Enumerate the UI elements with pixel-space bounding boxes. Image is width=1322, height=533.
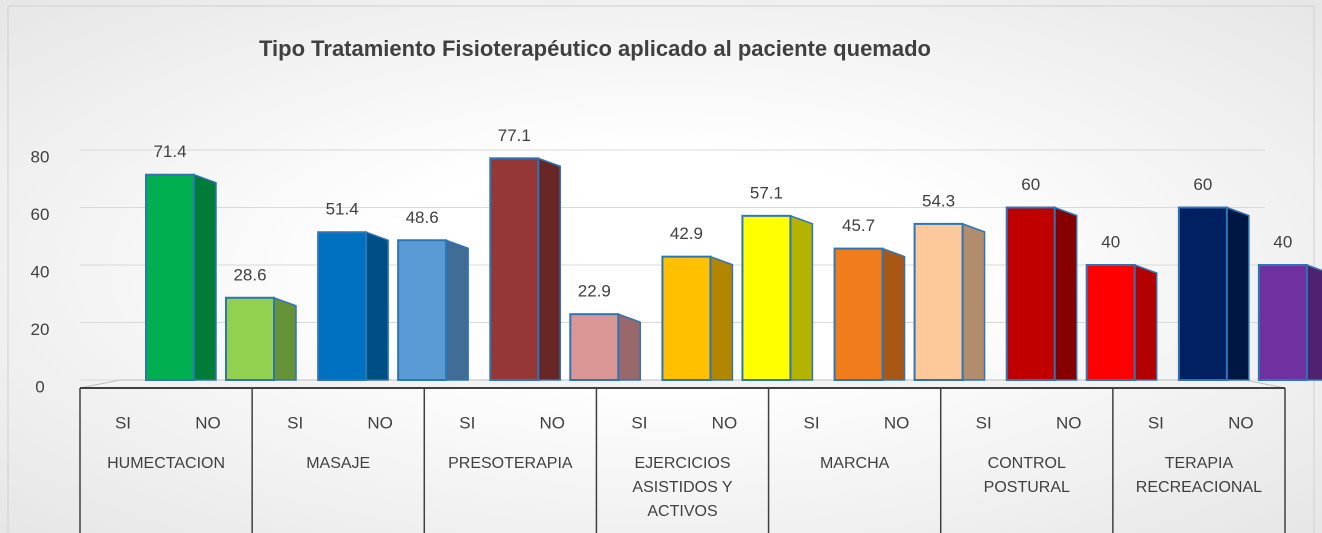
bar (741, 214, 792, 381)
value-label: 60 (1021, 175, 1040, 194)
x-tick-label: SI (631, 413, 647, 432)
x-tick-label: SI (804, 413, 820, 432)
y-tick-label: 80 (31, 147, 50, 166)
bar-side (1133, 263, 1158, 381)
bar-side (881, 247, 906, 381)
bar (1005, 206, 1056, 381)
bar-side (193, 173, 217, 381)
value-label: 54.3 (922, 191, 955, 210)
bar (225, 296, 275, 381)
bar-side (365, 231, 389, 381)
y-tick-label: 0 (35, 377, 44, 396)
group-label: MASAJE (306, 455, 371, 472)
group-label: HUMECTACION (107, 455, 226, 472)
bar-side (961, 222, 986, 381)
group-label: MARCHA (819, 455, 890, 472)
x-tick-label: NO (1056, 413, 1082, 432)
x-tick-label: SI (287, 413, 303, 432)
bar-side (537, 157, 562, 381)
x-tick-label: SI (1148, 413, 1164, 432)
group-label: TERAPIA RECREACIONAL (1135, 455, 1263, 496)
group-label: EJERCICIOS ASISTIDOS Y ACTIVOS (632, 455, 733, 520)
bar (661, 255, 712, 382)
x-tick-label: NO (367, 413, 393, 432)
floor (79, 379, 1286, 389)
bar (145, 173, 195, 381)
value-label: 22.9 (578, 282, 611, 301)
x-tick-label: NO (1228, 413, 1254, 432)
bar-side (273, 296, 297, 381)
bar-side (789, 214, 814, 381)
value-label: 60 (1193, 175, 1212, 194)
y-tick-label: 40 (31, 262, 50, 281)
x-tick-label: NO (540, 413, 566, 432)
value-label: 51.4 (326, 200, 359, 219)
x-tick-label: SI (459, 413, 475, 432)
bar-side (445, 239, 469, 381)
x-tick-label: NO (712, 413, 738, 432)
bar (397, 239, 448, 381)
value-label: 42.9 (670, 224, 703, 243)
bar-side (709, 255, 734, 381)
x-tick-label: SI (976, 413, 992, 432)
bar-side (1306, 263, 1322, 381)
bar (913, 222, 964, 381)
value-label: 57.1 (750, 183, 783, 202)
bar (1085, 264, 1136, 381)
bar (317, 231, 368, 381)
value-label: 45.7 (842, 216, 875, 235)
bar (1177, 206, 1228, 381)
y-tick-label: 20 (31, 320, 50, 339)
x-tick-label: NO (884, 413, 910, 432)
bar (833, 247, 884, 381)
value-label: 48.6 (406, 208, 439, 227)
bar (1257, 264, 1308, 381)
bar (489, 157, 540, 381)
value-label: 77.1 (498, 126, 531, 145)
bar-side (617, 313, 642, 381)
x-tick-label: SI (115, 413, 131, 432)
bar (569, 313, 620, 382)
chart-title: Tipo Tratamiento Fisioterapéutico aplica… (259, 36, 931, 61)
value-label: 71.4 (153, 142, 186, 161)
value-label: 40 (1273, 232, 1292, 251)
x-tick-label: NO (195, 413, 221, 432)
bar-side (1226, 206, 1250, 381)
y-tick-label: 60 (31, 205, 50, 224)
value-label: 28.6 (233, 265, 266, 284)
group-label: PRESOTERAPIA (448, 455, 573, 472)
bar-side (1053, 206, 1078, 381)
group-label: CONTROL POSTURAL (983, 455, 1070, 496)
value-label: 40 (1101, 232, 1120, 251)
